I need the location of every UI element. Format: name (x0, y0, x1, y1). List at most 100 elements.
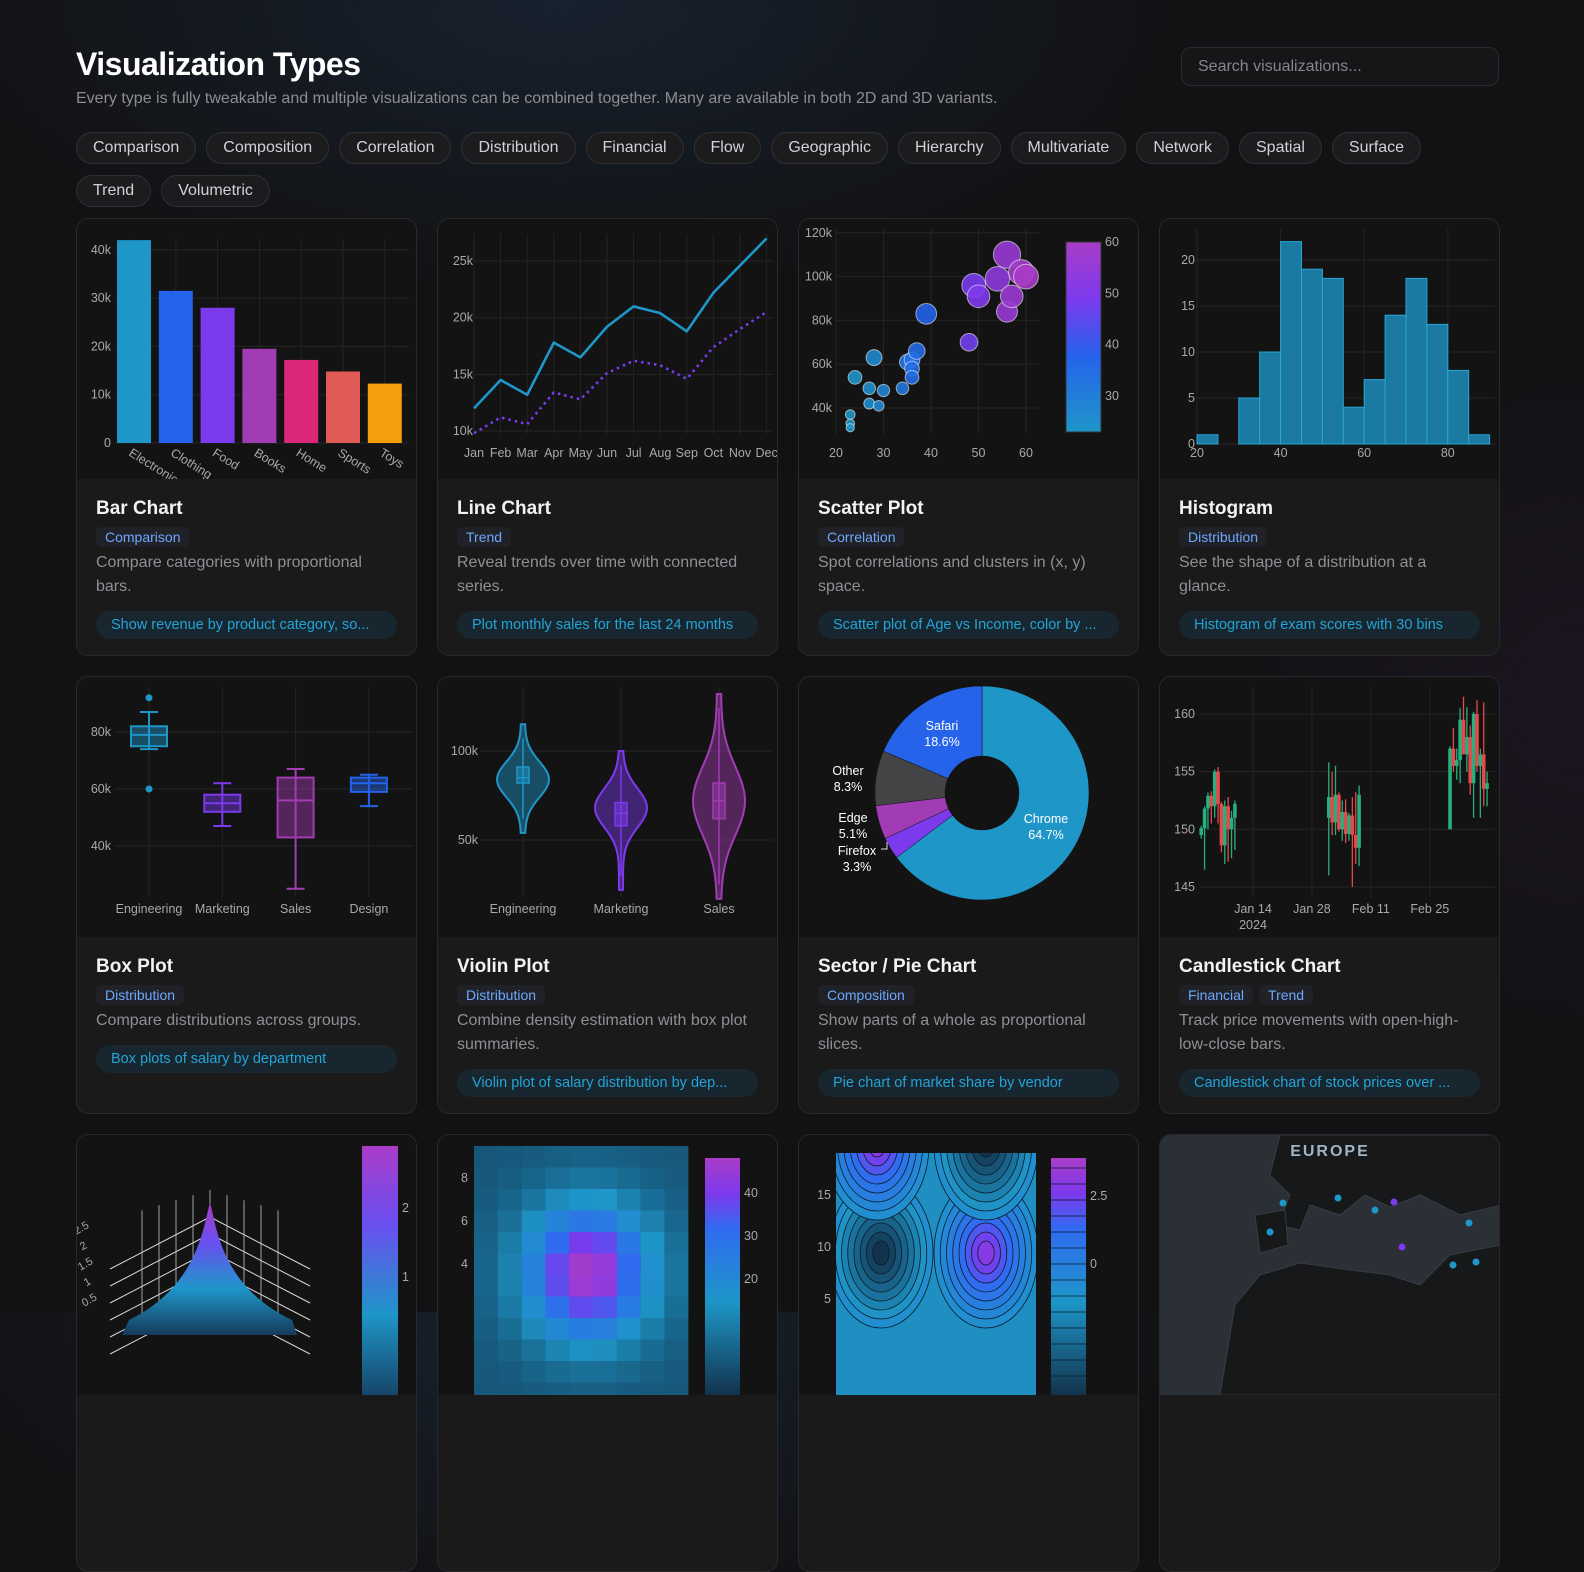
heatmap-cell (474, 1361, 498, 1383)
candle (1461, 696, 1466, 755)
heatmap-cell (545, 1382, 570, 1395)
viz-card-pie[interactable]: Chrome 64.7% Firefox 3.3% Edge 5.1% Other 8.3% S… (798, 676, 1139, 1114)
filter-chip-network[interactable]: Network (1136, 132, 1229, 164)
contour-level (977, 1240, 995, 1266)
viz-card-violin[interactable]: 50k 100k Engineering Marketing Sales Violin P… (437, 676, 778, 1114)
heatmap-cell (521, 1232, 546, 1254)
colorbar-tick-label: 2 (402, 1201, 409, 1215)
scatter-point (966, 284, 991, 309)
heatmap-cell (474, 1296, 498, 1319)
heatmap-cell (664, 1318, 689, 1340)
viz-card-candlestick[interactable]: 145 150 155 160 Jan 14 2024 Jan 28 Feb 11 Feb 25… (1159, 676, 1500, 1114)
card-title: Bar Chart (96, 498, 183, 519)
example-prompt-button[interactable]: Box plots of salary by department (96, 1045, 397, 1073)
filter-chip-financial[interactable]: Financial (585, 132, 684, 164)
x-tick-label: Marketing (195, 902, 250, 916)
candle (1206, 792, 1210, 830)
colorbar-tick-label: 30 (1105, 389, 1119, 403)
viz-card-map[interactable]: EUROPE (1159, 1134, 1500, 1572)
slice-label: Other (832, 764, 863, 778)
map-marker (1398, 1243, 1406, 1251)
candle (1212, 769, 1217, 818)
box-marketing (203, 782, 242, 828)
heatmap-cell (640, 1361, 665, 1383)
heatmap-cell (640, 1318, 665, 1340)
example-prompt-button[interactable]: Violin plot of salary distribution by de… (457, 1069, 758, 1097)
region-label: EUROPE (1290, 1143, 1370, 1160)
filter-chip-hierarchy[interactable]: Hierarchy (898, 132, 1001, 164)
series-line-solid (473, 237, 768, 410)
x-tick-label: Aug (649, 446, 671, 460)
filter-chip-composition[interactable]: Composition (206, 132, 330, 164)
histogram-bin (1342, 406, 1365, 445)
filter-chip-trend[interactable]: Trend (76, 175, 152, 207)
violin-marketing (594, 750, 648, 891)
candle (1229, 810, 1234, 859)
viz-card-line[interactable]: 10k 15k 20k 25k Jan Feb Mar Apr May Jun Jul Aug Sep O… (437, 218, 778, 656)
pie-slice-safari (883, 685, 983, 779)
y-tick-label: 6 (461, 1214, 468, 1228)
heatmap-cell (640, 1339, 665, 1362)
x-tick-label: 60 (1357, 446, 1371, 460)
z-tick-label: 2 (78, 1240, 89, 1253)
viz-card-scatter[interactable]: 40k 60k 80k 100k 120k 20 30 40 50 60 30 40 50 60 Scatt… (798, 218, 1139, 656)
filter-chip-multivariate[interactable]: Multivariate (1010, 132, 1127, 164)
histogram-bin (1321, 277, 1344, 445)
search-input[interactable] (1181, 47, 1499, 86)
card-description: Reveal trends over time with connected s… (457, 554, 738, 595)
x-tick-label: Jan 14 (1234, 902, 1272, 916)
viz-card-bar[interactable]: 0 10k 20k 30k 40k Electronics Clothing Food Book… (76, 218, 417, 656)
y-tick-label: 25k (453, 254, 474, 268)
heatmap-cell (593, 1232, 617, 1254)
y-tick-label: 100k (805, 270, 833, 284)
viz-card-box[interactable]: 40k 60k 80k Engineering Marketing Sales Design… (76, 676, 417, 1114)
x-tick-label: Dec (755, 446, 777, 460)
candle-body (1340, 812, 1345, 830)
chart-preview: 4 6 8 20 30 40 (438, 1135, 777, 1395)
filter-chip-volumetric[interactable]: Volumetric (161, 175, 270, 207)
example-prompt-button[interactable]: Candlestick chart of stock prices over .… (1179, 1069, 1480, 1097)
visualization-grid: 0 10k 20k 30k 40k Electronics Clothing Food Book… (76, 218, 1500, 1572)
viz-card-heatmap[interactable]: 4 6 8 20 30 40 (437, 1134, 778, 1572)
candle (1478, 748, 1483, 818)
card-description: Compare distributions across groups. (96, 1012, 362, 1029)
y-tick-label: 160 (1174, 707, 1195, 721)
histogram-bin (1384, 314, 1407, 445)
candle-body (1485, 783, 1489, 789)
heatmap-cell (569, 1361, 594, 1383)
filter-chip-spatial[interactable]: Spatial (1239, 132, 1322, 164)
colorbar (705, 1158, 740, 1395)
filter-chip-surface[interactable]: Surface (1331, 132, 1422, 164)
map-marker (1465, 1219, 1473, 1227)
heatmap-cell (545, 1189, 570, 1211)
example-prompt-button[interactable]: Histogram of exam scores with 30 bins (1179, 611, 1480, 639)
example-prompt-button[interactable]: Show revenue by product category, so... (96, 611, 397, 639)
heatmap-cell (521, 1339, 546, 1362)
heatmap-cell (497, 1146, 522, 1168)
x-tick-label: 60 (1019, 446, 1033, 460)
viz-card-histogram[interactable]: 0 5 10 15 20 20 40 60 80 Histogram Distribution See… (1159, 218, 1500, 656)
filter-chip-comparison[interactable]: Comparison (76, 132, 197, 164)
slice-label: Chrome (1024, 812, 1069, 826)
page-title: Visualization Types (76, 46, 361, 82)
viz-card-contour[interactable]: 5 10 15 0 2.5 (798, 1134, 1139, 1572)
filter-chip-correlation[interactable]: Correlation (339, 132, 452, 164)
heatmap-cell (474, 1146, 498, 1168)
candle-body (1458, 719, 1462, 761)
box-iqr (349, 776, 388, 793)
example-prompt-button[interactable]: Plot monthly sales for the last 24 month… (457, 611, 758, 639)
example-prompt-button[interactable]: Scatter plot of Age vs Income, color by … (818, 611, 1119, 639)
candle-body (1475, 714, 1479, 766)
example-prompt-button[interactable]: Pie chart of market share by vendor (818, 1069, 1119, 1097)
heatmap-cell (474, 1275, 498, 1297)
filter-chip-distribution[interactable]: Distribution (461, 132, 576, 164)
viz-card-surface[interactable]: 0.5 1 1.5 2 2.5 1 2 (76, 1134, 417, 1572)
filter-chip-geographic[interactable]: Geographic (771, 132, 889, 164)
filter-chip-flow[interactable]: Flow (693, 132, 762, 164)
heatmap-cell (474, 1189, 498, 1211)
heatmap-cell (521, 1361, 546, 1383)
y-tick-label: 60k (91, 782, 112, 796)
map-marker (1390, 1198, 1398, 1206)
y-tick-label: 5 (1188, 391, 1195, 405)
